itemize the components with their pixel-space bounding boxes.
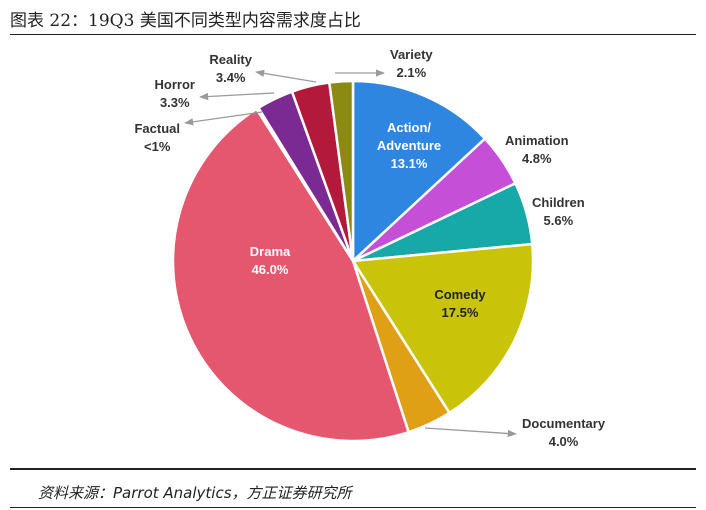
pie-slice (171, 107, 411, 443)
value-label: 46.0% (251, 262, 289, 277)
category-label: Drama (249, 244, 291, 259)
category-label: Comedy (434, 287, 486, 302)
slice-label: Factual <1% (134, 120, 180, 156)
value-label: 5.6% (543, 213, 574, 228)
slice-label: Drama 46.0% (250, 243, 290, 279)
category-label: Horror (154, 77, 195, 92)
category-label: Animation (505, 133, 569, 148)
value-label: 13.1% (390, 156, 428, 171)
rule (10, 34, 696, 35)
value-label: 4.8% (521, 151, 552, 166)
category-label: Reality (209, 52, 252, 67)
value-label: 4.0% (548, 434, 579, 449)
pie-slice (351, 79, 487, 264)
value-label: <1% (144, 139, 171, 154)
value-label: 3.4% (215, 70, 246, 85)
slice-label: Reality 3.4% (209, 51, 252, 87)
leader-arrow (424, 427, 517, 438)
rule (10, 507, 696, 508)
leader-arrow (184, 111, 263, 126)
value-label: 17.5% (441, 305, 479, 320)
category-label: Variety (390, 47, 433, 62)
value-label: 2.1% (396, 65, 427, 80)
source: 资料来源：Parrot Analytics，方正证券研究所 (38, 484, 352, 502)
category-label: Factual (134, 121, 180, 136)
title: 图表 22：19Q3 美国不同类型内容需求度占比 (10, 11, 361, 31)
slice-label: Animation 4.8% (505, 132, 569, 168)
slice-label: Variety 2.1% (390, 46, 433, 82)
rule (10, 468, 696, 470)
leader-arrow (255, 69, 317, 83)
slice-label: Horror 3.3% (155, 76, 195, 112)
slice-label: Comedy 17.5% (434, 286, 485, 322)
slice-label: Documentary 4.0% (522, 415, 605, 451)
leader-arrow (199, 92, 275, 101)
category-label: Action/ Adventure (376, 120, 442, 153)
pie-slice (327, 79, 355, 262)
category-label: Children (532, 195, 585, 210)
slice-label: Action/ Adventure 13.1% (371, 119, 447, 173)
pie-slice (350, 242, 535, 415)
slice-label: Children 5.6% (532, 194, 585, 230)
value-label: 3.3% (159, 95, 190, 110)
category-label: Documentary (522, 416, 606, 431)
